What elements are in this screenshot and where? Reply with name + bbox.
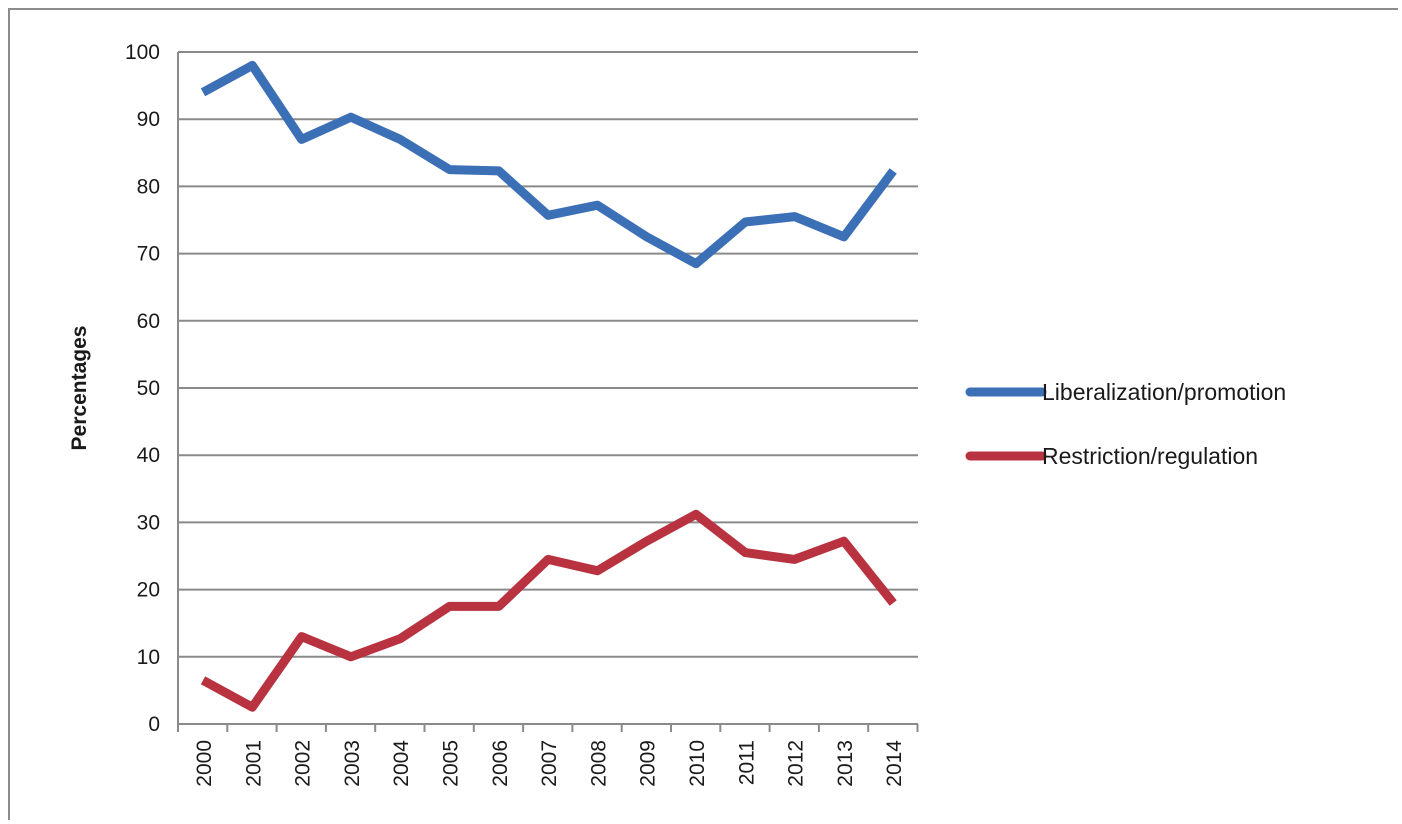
- y-tick-label: 100: [125, 41, 160, 64]
- x-tick-labels: 2000 2001 2002 2003 2004 2005 2006 2007 2008 2009…: [193, 740, 906, 787]
- y-tick-label: 40: [137, 444, 160, 467]
- x-tick-label: 2001: [242, 740, 265, 787]
- axes: [177, 52, 919, 732]
- y-tick-label: 0: [148, 713, 160, 736]
- series-line-1: [200, 509, 897, 712]
- y-tick-label: 80: [137, 175, 160, 198]
- x-tick-label: 2014: [883, 740, 906, 787]
- legend: Liberalization/promotion Restriction/regu…: [965, 379, 1286, 469]
- x-tick-label: 2000: [193, 740, 216, 787]
- chart-frame: [8, 8, 1398, 820]
- y-tick-label: 30: [137, 511, 160, 534]
- x-tick-label: 2011: [735, 740, 758, 785]
- y-tick-labels: 0 10 20 30 40 50 60 70 80 90 100: [125, 41, 160, 736]
- x-tick-label: 2012: [785, 740, 808, 787]
- x-tick-label: 2005: [440, 740, 463, 787]
- y-tick-label: 90: [137, 108, 160, 131]
- series-lines: [200, 60, 897, 712]
- x-tick-label: 2006: [489, 740, 512, 787]
- x-tick-label: 2008: [587, 740, 610, 787]
- gridlines: [178, 51, 918, 658]
- legend-label-0: Liberalization/promotion: [1042, 379, 1286, 405]
- x-tick-label: 2013: [834, 740, 857, 787]
- y-tick-label: 50: [137, 377, 160, 400]
- y-tick-label: 20: [137, 579, 160, 602]
- y-axis-label: Percentages: [68, 326, 91, 451]
- x-tick-label: 2009: [637, 740, 660, 787]
- x-tick-label: 2007: [538, 740, 561, 787]
- x-tick-label: 2004: [390, 740, 413, 787]
- y-tick-label: 60: [137, 310, 160, 333]
- series-line-0: [200, 60, 897, 269]
- x-tick-label: 2002: [292, 740, 315, 787]
- x-tick-label: 2003: [341, 740, 364, 787]
- x-tick-label: 2010: [686, 740, 709, 787]
- y-tick-label: 70: [137, 243, 160, 266]
- legend-label-1: Restriction/regulation: [1042, 443, 1258, 469]
- y-tick-label: 10: [137, 646, 160, 669]
